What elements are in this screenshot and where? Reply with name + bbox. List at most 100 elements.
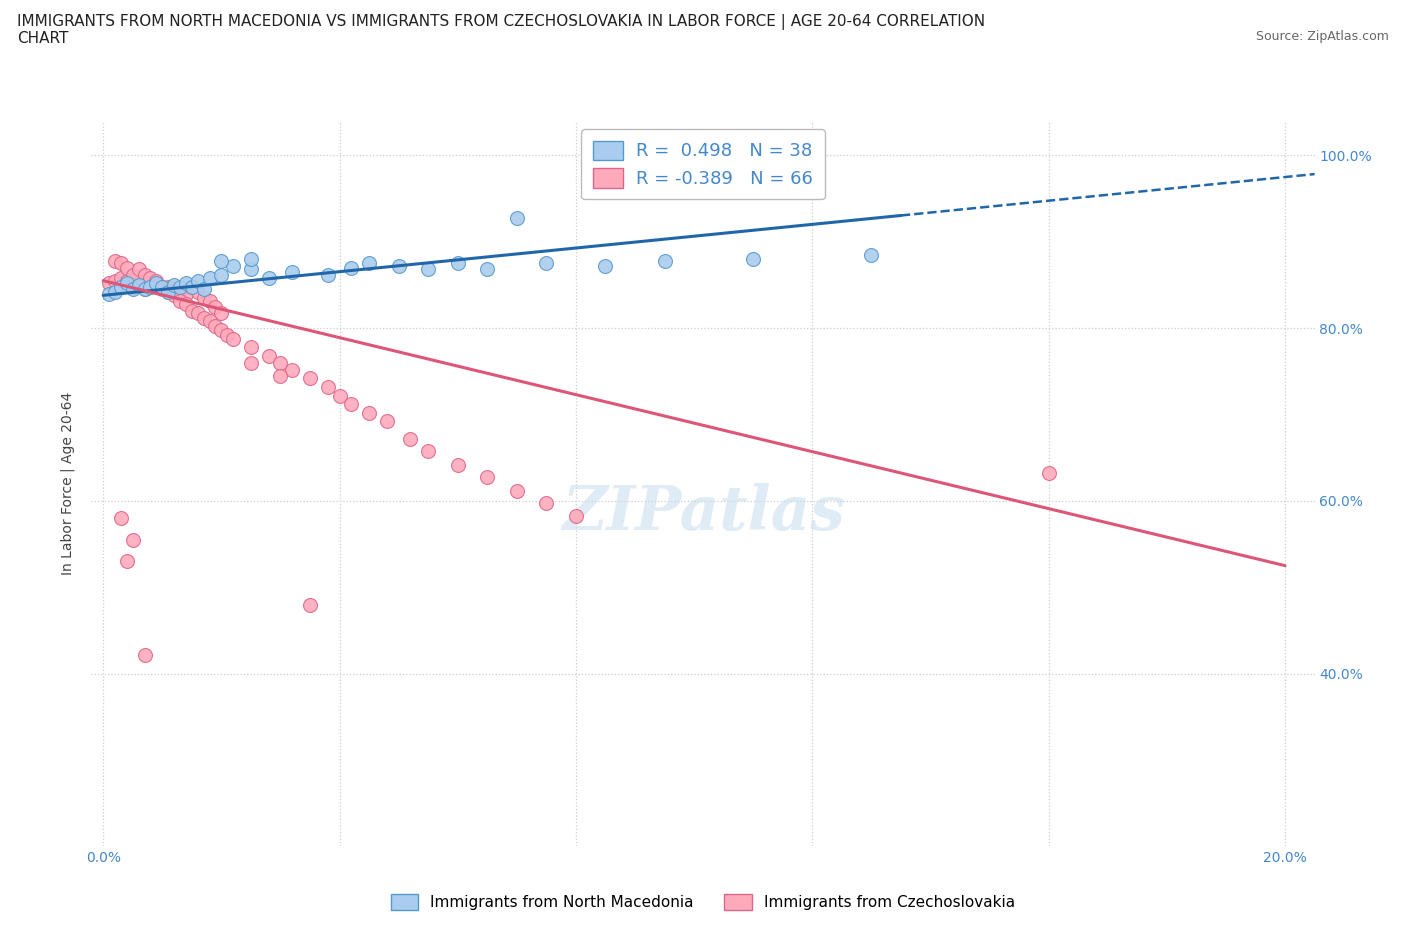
Point: [128, 262, 150, 277]
Point: [418, 444, 440, 458]
Point: [239, 339, 262, 354]
Point: [281, 362, 304, 377]
Point: [139, 279, 162, 294]
Point: [174, 286, 197, 301]
Point: [163, 277, 186, 292]
Point: [198, 313, 221, 328]
Point: [316, 267, 339, 282]
Point: [163, 285, 186, 299]
Point: [281, 265, 304, 280]
Point: [204, 299, 226, 314]
Point: [299, 597, 322, 612]
Text: Source: ZipAtlas.com: Source: ZipAtlas.com: [1256, 30, 1389, 43]
Point: [121, 282, 143, 297]
Point: [139, 279, 162, 294]
Point: [150, 279, 173, 294]
Point: [217, 327, 239, 342]
Point: [359, 256, 381, 271]
Point: [104, 273, 127, 288]
Point: [595, 259, 617, 273]
Point: [110, 271, 132, 286]
Point: [150, 279, 173, 294]
Point: [115, 260, 138, 275]
Point: [340, 397, 363, 412]
Point: [98, 286, 121, 301]
Point: [145, 276, 167, 291]
Point: [506, 210, 529, 225]
Point: [388, 259, 411, 273]
Point: [115, 554, 138, 569]
Point: [169, 293, 191, 308]
Point: [239, 252, 262, 267]
Point: [222, 331, 245, 346]
Point: [121, 532, 143, 547]
Point: [209, 323, 232, 338]
Point: [169, 279, 191, 294]
Point: [180, 303, 202, 318]
Point: [128, 276, 150, 291]
Point: [269, 368, 291, 383]
Point: [134, 282, 156, 297]
Point: [104, 285, 127, 299]
Point: [506, 483, 529, 498]
Point: [104, 253, 127, 268]
Y-axis label: In Labor Force | Age 20-64: In Labor Force | Age 20-64: [60, 392, 76, 576]
Point: [316, 379, 339, 394]
Point: [169, 282, 191, 297]
Point: [121, 279, 143, 294]
Point: [209, 253, 232, 268]
Point: [1038, 466, 1060, 481]
Point: [418, 262, 440, 277]
Point: [359, 405, 381, 420]
Point: [269, 355, 291, 370]
Point: [536, 256, 558, 271]
Point: [139, 271, 162, 286]
Point: [565, 509, 588, 524]
Point: [110, 256, 132, 271]
Point: [222, 259, 245, 273]
Text: IMMIGRANTS FROM NORTH MACEDONIA VS IMMIGRANTS FROM CZECHOSLOVAKIA IN LABOR FORCE: IMMIGRANTS FROM NORTH MACEDONIA VS IMMIG…: [17, 14, 986, 30]
Point: [239, 262, 262, 277]
Point: [239, 355, 262, 370]
Point: [128, 277, 150, 292]
Point: [134, 282, 156, 297]
Point: [198, 271, 221, 286]
Point: [187, 273, 209, 288]
Point: [536, 495, 558, 510]
Point: [193, 311, 215, 325]
Legend: R =  0.498   N = 38, R = -0.389   N = 66: R = 0.498 N = 38, R = -0.389 N = 66: [581, 129, 825, 199]
Point: [257, 349, 280, 364]
Point: [187, 285, 209, 299]
Point: [121, 267, 143, 282]
Point: [340, 260, 363, 275]
Point: [115, 273, 138, 288]
Point: [98, 276, 121, 291]
Point: [375, 414, 398, 429]
Point: [157, 285, 180, 299]
Point: [299, 371, 322, 386]
Point: [134, 647, 156, 662]
Point: [134, 267, 156, 282]
Point: [399, 432, 422, 446]
Point: [193, 290, 215, 305]
Point: [150, 282, 173, 297]
Text: ZIPatlas: ZIPatlas: [561, 483, 845, 542]
Point: [174, 297, 197, 312]
Point: [110, 279, 132, 294]
Point: [447, 256, 470, 271]
Point: [145, 273, 167, 288]
Point: [157, 285, 180, 299]
Point: [209, 267, 232, 282]
Point: [742, 252, 765, 267]
Point: [174, 276, 197, 291]
Point: [145, 276, 167, 291]
Point: [477, 262, 499, 277]
Text: CHART: CHART: [17, 31, 69, 46]
Point: [860, 247, 883, 262]
Legend: Immigrants from North Macedonia, Immigrants from Czechoslovakia: Immigrants from North Macedonia, Immigra…: [382, 886, 1024, 918]
Point: [477, 470, 499, 485]
Point: [198, 293, 221, 308]
Point: [187, 305, 209, 320]
Point: [257, 271, 280, 286]
Point: [115, 276, 138, 291]
